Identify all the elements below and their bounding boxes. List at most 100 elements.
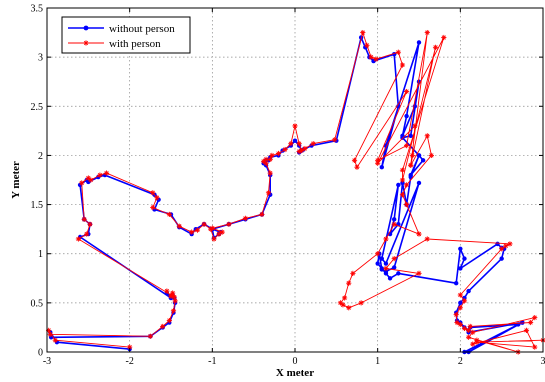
data-point-without-person [458, 300, 463, 306]
legend-marker-without-person [83, 25, 89, 31]
data-point-with-person [375, 251, 381, 257]
data-point-with-person [457, 305, 463, 311]
data-point-with-person [267, 156, 273, 162]
legend-label-with-person: with person [109, 38, 161, 50]
data-point-with-person [428, 152, 434, 159]
data-point-with-person [296, 148, 302, 155]
data-point-without-person [387, 276, 393, 281]
data-point-with-person [267, 170, 273, 176]
x-tick-label: 1 [375, 356, 380, 367]
data-point-with-person [340, 302, 346, 308]
data-point-with-person [166, 211, 172, 217]
data-point-with-person [209, 225, 215, 231]
data-point-with-person [360, 29, 366, 36]
series-line-without-person [49, 36, 524, 353]
data-point-with-person [461, 325, 468, 332]
data-point-with-person [170, 308, 177, 314]
data-point-with-person [282, 146, 288, 153]
data-point-with-person [399, 167, 406, 173]
x-tick-label: 2 [458, 356, 463, 367]
data-point-with-person [532, 315, 538, 321]
data-point-with-person [332, 137, 338, 143]
data-point-with-person [269, 152, 275, 159]
data-point-with-person [358, 300, 364, 306]
data-point-with-person [79, 180, 85, 186]
data-point-without-person [462, 256, 467, 261]
data-point-with-person [201, 221, 207, 227]
grid-lines [47, 8, 543, 352]
data-point-with-person [172, 298, 178, 304]
data-point-with-person [103, 170, 110, 176]
data-point-without-person [375, 261, 380, 266]
data-point-with-person [408, 162, 414, 168]
data-point-with-person [470, 329, 476, 335]
data-point-without-person [383, 143, 389, 148]
x-tick-label: -3 [43, 356, 51, 367]
data-point-with-person [302, 145, 308, 152]
data-point-with-person [189, 229, 195, 235]
data-point-with-person [147, 333, 153, 339]
data-point-with-person [412, 123, 418, 129]
data-point-with-person [346, 280, 352, 286]
data-point-with-person [342, 295, 348, 301]
data-point-without-person [392, 265, 397, 270]
data-point-without-person [400, 135, 405, 140]
data-point-without-person [392, 217, 397, 222]
data-point-without-person [416, 153, 422, 158]
x-tick-label: -1 [208, 356, 216, 367]
data-point-with-person [166, 317, 172, 324]
data-point-with-person [404, 88, 410, 95]
data-point-with-person [160, 323, 166, 330]
data-point-with-person [170, 293, 176, 299]
data-point-with-person [154, 195, 160, 201]
data-point-with-person [226, 221, 232, 227]
data-point-with-person [532, 344, 538, 350]
data-point-with-person [383, 236, 389, 242]
data-point-without-person [379, 165, 384, 170]
data-point-with-person [416, 270, 422, 276]
axis-ticks: -3 -2 -1 0 1 2 3 0 0.5 1 1.5 2 2.5 3 3.5 [31, 4, 545, 368]
data-point-with-person [150, 190, 156, 196]
legend-box [61, 16, 191, 54]
data-point-with-person [424, 236, 430, 242]
data-point-with-person [499, 246, 505, 252]
data-point-without-person [466, 288, 471, 294]
data-point-with-person [87, 221, 93, 227]
data-point-with-person [503, 243, 509, 249]
data-point-with-person [150, 204, 156, 211]
data-point-with-person [470, 341, 476, 347]
data-point-with-person [453, 312, 459, 318]
data-point-with-person [528, 319, 534, 326]
data-point-with-person [395, 49, 401, 55]
y-axis-label: Y meter [10, 161, 22, 199]
data-point-with-person [364, 42, 370, 48]
data-point-with-person [346, 305, 352, 311]
data-point-without-person [379, 266, 384, 271]
data-point-with-person [47, 331, 53, 337]
x-tick-label: 3 [541, 356, 545, 367]
data-point-with-person [164, 288, 170, 294]
data-point-with-person [368, 54, 374, 60]
data-point-without-person [458, 266, 463, 271]
data-point-with-person [467, 323, 473, 330]
data-point-with-person [127, 344, 133, 350]
data-point-with-person [219, 229, 225, 235]
data-point-with-person [457, 292, 463, 298]
data-point-without-person [292, 138, 298, 143]
data-point-with-person [296, 141, 302, 147]
data-point-with-person [75, 236, 82, 242]
series-without-person [48, 35, 525, 355]
data-point-with-person [292, 123, 298, 129]
data-point-with-person [474, 339, 480, 345]
x-tick-label: 0 [293, 356, 298, 367]
data-point-without-person [499, 256, 504, 261]
y-tick-label: 3 [38, 53, 43, 64]
data-point-with-person [416, 231, 422, 237]
legend-marker-with-person [83, 40, 89, 46]
data-point-with-person [288, 141, 294, 147]
series-layer [46, 29, 545, 355]
data-point-without-person [396, 271, 401, 276]
data-point-with-person [404, 182, 410, 188]
data-point-with-person [242, 215, 248, 221]
data-point-with-person [259, 211, 265, 217]
